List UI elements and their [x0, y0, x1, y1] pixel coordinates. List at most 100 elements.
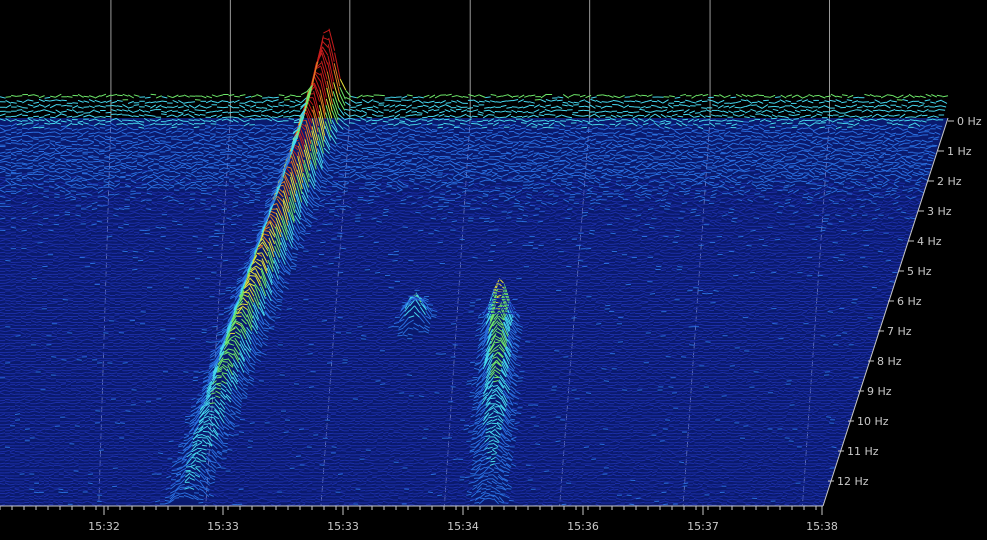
spectrum-segment [466, 463, 473, 468]
spectrum-segment [179, 478, 186, 484]
spectrum-segment [124, 426, 130, 429]
spectrum-segment [481, 483, 488, 486]
spectrum-segment [194, 477, 201, 483]
spectrum-segment [58, 468, 64, 471]
spectrum-segment [706, 485, 712, 488]
spectrum-segment [332, 473, 339, 477]
spectrum-segment [248, 490, 254, 492]
spectrum-segment [111, 495, 117, 497]
spectrum-segment [758, 476, 764, 480]
spectrum-segment [161, 483, 167, 486]
spectrum-segment [307, 438, 313, 441]
spectrum-segment [82, 483, 89, 486]
spectrum-segment [277, 489, 283, 492]
spectrum-segment [88, 450, 94, 453]
spectrum-segment [165, 482, 172, 486]
spectrum-segment [205, 462, 212, 468]
spectrum-segment [256, 459, 262, 462]
spectrum-segment [48, 498, 54, 501]
spectrum-segment [221, 464, 227, 468]
spectrum-segment [24, 459, 30, 462]
spectrum-segment [570, 441, 576, 444]
spectrum-segment [485, 492, 491, 495]
spectrum-segment [538, 498, 544, 501]
spectrum-segment [507, 482, 513, 485]
spectrum-segment [24, 474, 30, 477]
spectrum-segment [381, 479, 387, 483]
spectrum-segment [490, 490, 496, 493]
spectrum-segment [371, 480, 377, 483]
spectrum-segment [808, 441, 814, 443]
spectrum-segment [103, 465, 109, 468]
spectrum-segment [4, 449, 11, 452]
spectrum-segment [228, 492, 234, 495]
spectrum-segment [734, 456, 740, 459]
spectrum-segment [663, 503, 669, 506]
spectrum-segment [767, 480, 773, 483]
spectrum-segment [293, 480, 299, 483]
spectrum-segment [802, 491, 808, 494]
spectrum-segment [668, 502, 674, 504]
spectrum-segment [97, 476, 103, 480]
spectrum-segment [74, 453, 80, 456]
spectrum-segment [368, 464, 374, 467]
spectrum-segment [334, 461, 340, 465]
spectrum-segment [542, 456, 548, 459]
spectrum-segment [312, 437, 318, 440]
spectrum-segment [628, 488, 634, 491]
spectrum-segment [102, 477, 108, 480]
spectrum-segment [331, 486, 337, 489]
spectrum-segment [132, 465, 138, 468]
spectrum-segment [193, 485, 200, 491]
spectrum-segment [593, 447, 599, 450]
spectrum-segment [577, 474, 584, 477]
spectrum-segment [176, 470, 182, 475]
spectrum-segment [805, 482, 811, 486]
spectrum-segment [334, 458, 341, 462]
spectrum-segment [812, 477, 818, 480]
spectrum-segment [210, 463, 217, 468]
spectrum-segment [292, 486, 298, 489]
spectrum-segment [69, 450, 75, 453]
spectrum-segment [702, 501, 708, 503]
spectrum-segment [209, 476, 216, 481]
spectrum-segment [713, 426, 719, 429]
spectrum-segment [268, 480, 274, 483]
spectrum-segment [627, 492, 633, 495]
spectrum-segment [209, 492, 215, 495]
spectrum-segment [193, 496, 199, 501]
spectrum-segment [632, 471, 638, 474]
spectrum-segment [754, 474, 760, 477]
spectrum-segment [285, 456, 292, 459]
spectrum-segment [296, 489, 303, 492]
spectrum-segment [701, 453, 707, 456]
spectrum-segment [425, 503, 431, 506]
spectrum-segment [117, 477, 123, 480]
spectrum-segment [77, 501, 83, 504]
spectrum-segment [375, 453, 381, 456]
spectrum-segment [271, 501, 277, 503]
spectrum-segment [235, 471, 241, 474]
spectrum-segment [293, 432, 299, 435]
spectrum-segment [693, 462, 699, 465]
spectrum-segment [136, 480, 142, 483]
spectrum-segment [627, 470, 633, 474]
spectrum-segment [613, 488, 619, 491]
spectrum-segment [470, 420, 476, 423]
spectrum-segment [612, 432, 618, 435]
spectrum-segment [261, 459, 267, 462]
spectrum-segment [668, 447, 674, 450]
spectrum-segment [200, 454, 207, 460]
spectrum-segment [824, 453, 830, 456]
spectrum-segment [4, 423, 11, 426]
spectrum-segment [24, 423, 31, 426]
spectrum-segment [164, 499, 170, 502]
spectrum-segment [330, 455, 336, 459]
spectrum-segment [477, 453, 483, 456]
spectrum-segment [175, 483, 181, 486]
spectrum-segment [202, 430, 208, 433]
spectrum-segment [209, 489, 215, 492]
spectrum-segment [554, 468, 560, 471]
spectrum-segment [104, 419, 111, 422]
spectrum-segment [196, 447, 202, 450]
